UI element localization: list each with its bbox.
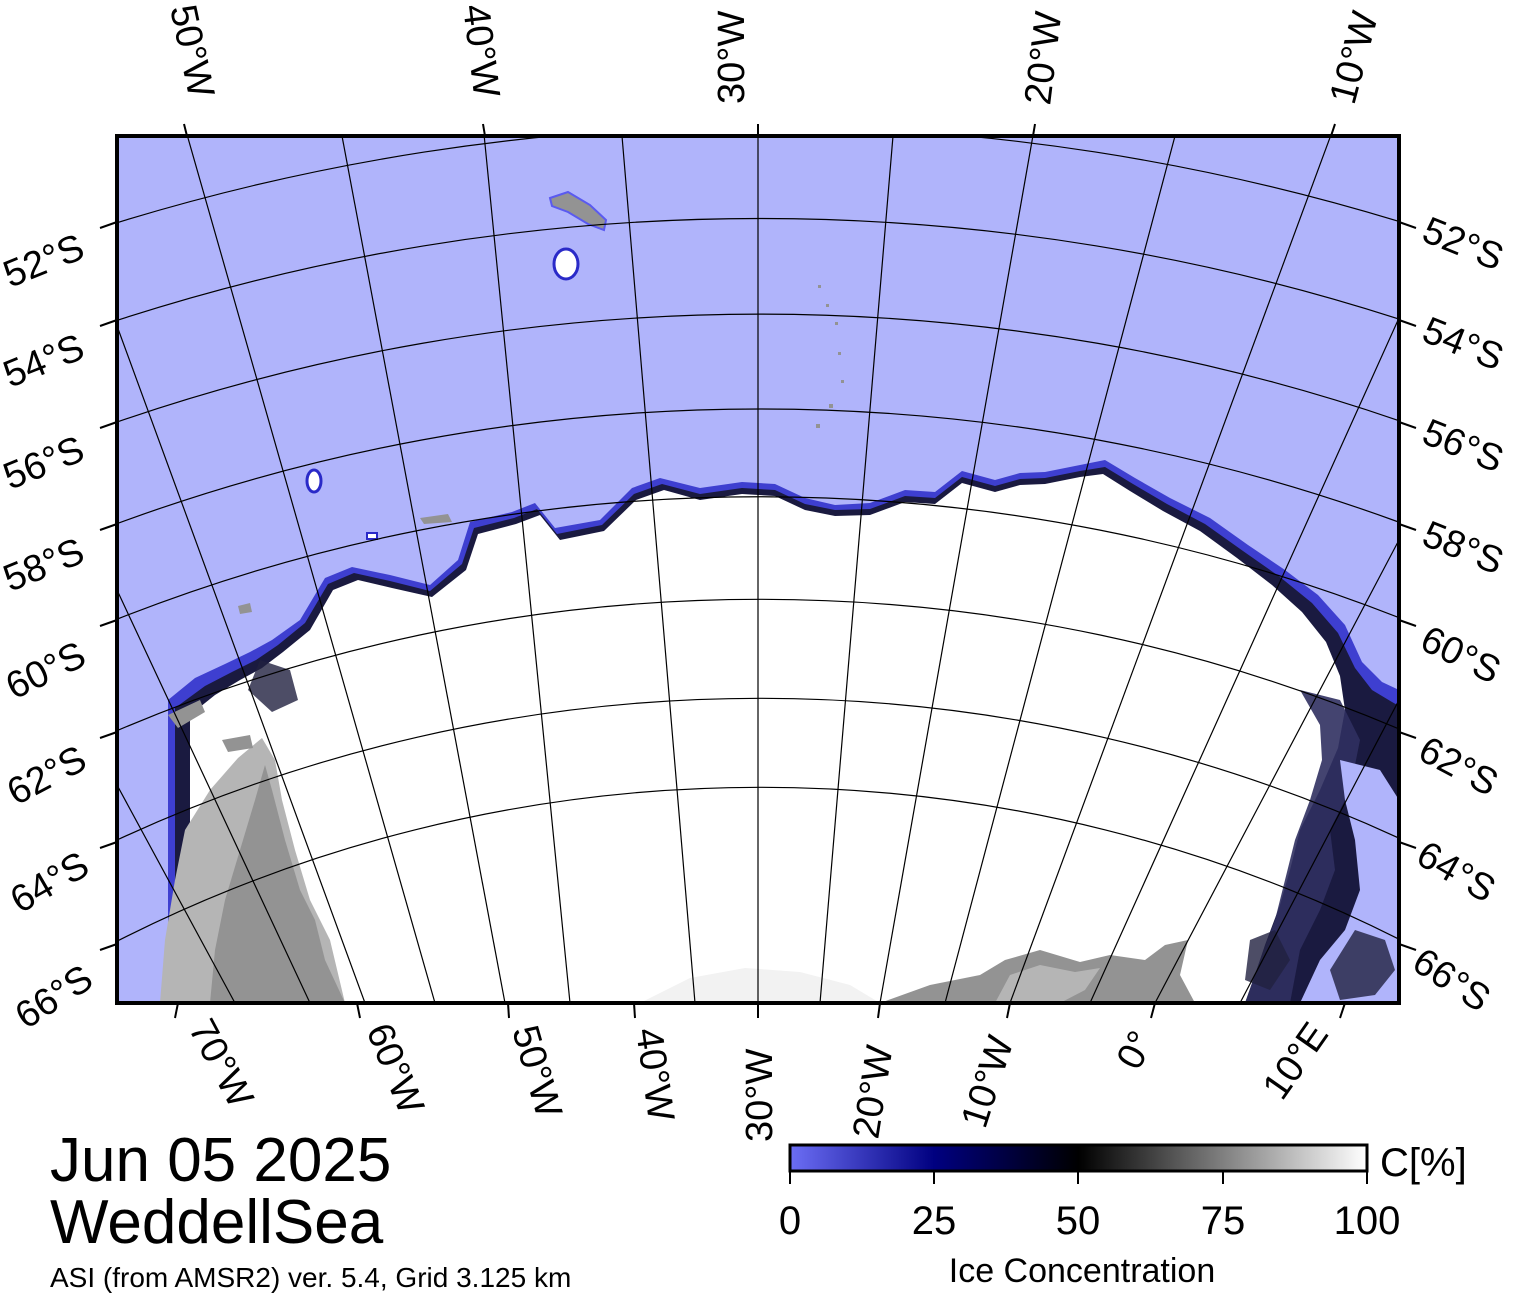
lon-label-top: 30°W [711, 11, 753, 104]
colorbar-unit: C[%] [1380, 1141, 1467, 1185]
lat-label-right: 62°S [1412, 729, 1505, 805]
south-shetland-islands [168, 700, 253, 752]
lat-label-right: 56°S [1417, 411, 1510, 481]
island-west-patch [305, 468, 323, 494]
meridian-line [1089, 317, 1399, 1003]
top-longitude-labels: 50°W 40°W 30°W 20°W 10°W [161, 1, 1387, 108]
lon-label-bottom: 40°W [627, 1025, 682, 1123]
latitude-circle [117, 217, 1399, 322]
meridian-line [1009, 136, 1332, 1003]
meridian-line [117, 784, 236, 1003]
island-ice-patch [552, 247, 580, 281]
ice-shelf-edge-south [640, 968, 880, 1003]
colorbar: C[%] 0 25 50 75 100 Ice Concentration [779, 1141, 1467, 1290]
meridian-line [944, 136, 1176, 1003]
antarctic-continent-land-light [995, 965, 1100, 1003]
lon-label-bottom: 50°W [503, 1021, 569, 1122]
meridian-line [621, 136, 696, 1003]
right-latitude-labels: 52°S 54°S 56°S 58°S 60°S 62°S 64°S 66°S [1405, 209, 1509, 1020]
lat-label-left: 56°S [0, 428, 90, 498]
lat-label-right: 66°S [1405, 940, 1497, 1020]
lat-label-left: 54°S [0, 326, 90, 396]
lon-label-bottom: 0° [1109, 1024, 1163, 1076]
latitude-circle [117, 697, 1399, 841]
lon-label-top: 10°W [1322, 7, 1387, 108]
lon-label-top: 20°W [1017, 9, 1070, 107]
meridian-line [1239, 699, 1399, 1003]
lon-label-bottom: 10°E [1255, 1015, 1337, 1107]
colorbar-tick-label: 25 [912, 1199, 957, 1243]
lon-label-bottom: 10°W [954, 1031, 1023, 1133]
meridian-line [117, 325, 366, 1003]
latitude-circle [117, 136, 1399, 224]
map-area [117, 42, 1399, 1003]
lat-label-right: 52°S [1417, 209, 1510, 279]
bottom-longitude-labels: 70°W 60°W 50°W 40°W 30°W 20°W 10°W 0° 10… [180, 1013, 1337, 1142]
latitude-circle [117, 408, 1399, 525]
meridian-line [186, 136, 436, 1003]
latitude-circle [117, 496, 1399, 620]
meridian-line [879, 136, 1034, 1003]
latitude-circle [117, 598, 1399, 732]
colorbar-title: Ice Concentration [949, 1252, 1216, 1290]
meridian-line [117, 589, 311, 1003]
lat-label-left: 62°S [1, 738, 94, 814]
meridian-line [1154, 539, 1399, 1003]
meridian-line [341, 136, 506, 1003]
ice-pack [190, 474, 1345, 1003]
lat-label-left: 60°S [0, 634, 92, 708]
lon-label-bottom: 20°W [845, 1043, 901, 1142]
dark-ice-patches [248, 660, 1395, 1000]
left-latitude-labels: 52°S 54°S 56°S 58°S 60°S 62°S 64°S 66°S [0, 226, 100, 1037]
lat-label-left: 58°S [0, 530, 90, 600]
colorbar-gradient [788, 1143, 1369, 1173]
lat-label-left: 64°S [4, 844, 97, 922]
lat-label-right: 54°S [1417, 309, 1510, 379]
graticule [117, 42, 1399, 1003]
antarctic-peninsula-land-dark [210, 765, 345, 1003]
lon-label-top: 50°W [161, 1, 222, 101]
meridian-line [819, 136, 894, 1003]
lat-label-left: 66°S [8, 957, 100, 1037]
south-georgia-island [548, 190, 608, 232]
frame-ticks [99, 123, 1417, 1019]
colorbar-tick-label: 75 [1201, 1199, 1246, 1243]
colorbar-tick-label: 50 [1056, 1199, 1101, 1243]
lon-label-top: 40°W [454, 2, 507, 100]
lon-label-bottom: 30°W [739, 1049, 781, 1142]
small-ice-patch [366, 532, 378, 540]
map-date: Jun 05 2025 [50, 1126, 392, 1195]
lat-label-right: 58°S [1417, 513, 1510, 583]
lon-label-bottom: 70°W [180, 1013, 261, 1115]
lon-label-bottom: 60°W [358, 1018, 432, 1120]
map-product-info: ASI (from AMSR2) ver. 5.4, Grid 3.125 km [50, 1262, 572, 1293]
lat-label-right: 60°S [1414, 618, 1507, 692]
colorbar-tick-label: 100 [1334, 1199, 1401, 1243]
latitude-circle [185, 42, 1335, 115]
colorbar-tick-label: 0 [779, 1199, 801, 1243]
lat-label-right: 64°S [1410, 833, 1503, 911]
latitude-circle [117, 313, 1399, 423]
meridian-line [483, 136, 571, 1003]
latitude-circle [117, 786, 1399, 942]
lat-label-left: 52°S [0, 226, 90, 296]
marginal-ice-east [1245, 690, 1360, 1003]
map-region-title: WeddellSea [50, 1188, 384, 1257]
colorbar-ticks [789, 1171, 1368, 1184]
